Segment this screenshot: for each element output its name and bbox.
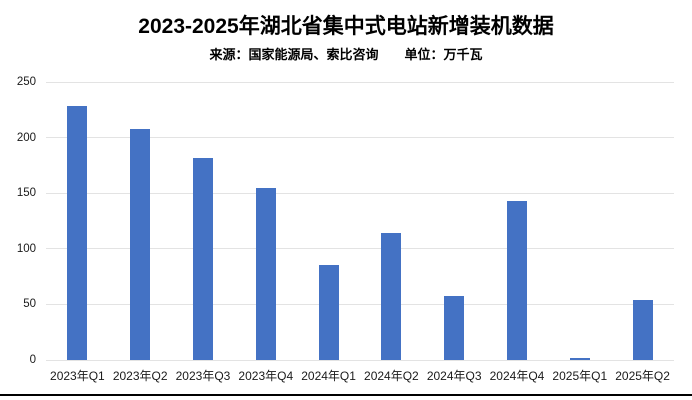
unit-label: 单位：万千瓦 bbox=[404, 47, 483, 62]
y-tick-label-100: 100 bbox=[16, 242, 36, 255]
gridline-150 bbox=[46, 192, 674, 194]
x-axis-label-2025年Q2: 2025年Q2 bbox=[615, 369, 670, 383]
bar-2023年Q2 bbox=[130, 128, 151, 360]
x-axis-label-2024年Q2: 2024年Q2 bbox=[364, 369, 419, 383]
bar-2024年Q2 bbox=[381, 233, 402, 360]
bar-2025年Q2 bbox=[632, 299, 653, 360]
gridline-0 bbox=[46, 359, 674, 361]
x-axis-label-2023年Q1: 2023年Q1 bbox=[50, 369, 105, 383]
bar-2025年Q1 bbox=[569, 357, 590, 360]
y-tick-label-50: 50 bbox=[23, 298, 36, 311]
bottom-border-rule bbox=[0, 394, 692, 396]
chart-title: 2023-2025年湖北省集中式电站新增装机数据 bbox=[138, 15, 554, 38]
bar-2023年Q3 bbox=[193, 157, 213, 360]
x-axis-label-2023年Q2: 2023年Q2 bbox=[112, 369, 168, 383]
y-tick-label-0: 0 bbox=[29, 354, 36, 366]
x-axis-labels: 2023年Q1 2023年Q2 2023年Q3 2023年Q4 2024年Q1 2024年… bbox=[46, 368, 674, 386]
gridline-200 bbox=[46, 137, 674, 139]
gridline-250 bbox=[46, 81, 674, 83]
y-axis-tick-labels: 0 50 100 150 200 250 bbox=[0, 76, 36, 366]
x-axis-label-2024年Q3: 2024年Q3 bbox=[426, 369, 482, 383]
bar-2023年Q4 bbox=[255, 187, 276, 360]
x-axis-label-2023年Q4: 2023年Q4 bbox=[238, 369, 294, 383]
bar-2024年Q1 bbox=[318, 265, 339, 360]
x-axis-label-2024年Q4: 2024年Q4 bbox=[489, 369, 545, 383]
x-axis-label-2024年Q1: 2024年Q1 bbox=[301, 369, 356, 383]
x-axis-label-2025年Q1: 2025年Q1 bbox=[552, 369, 608, 383]
y-tick-label-150: 150 bbox=[16, 187, 36, 200]
plot-area bbox=[46, 81, 674, 361]
bar-2023年Q1 bbox=[67, 106, 88, 360]
source-label: 来源：国家能源局、索比咨询 bbox=[209, 47, 379, 62]
x-axis-label-2023年Q3: 2023年Q3 bbox=[175, 369, 231, 383]
bar-2024年Q4 bbox=[507, 200, 527, 360]
gridline-50 bbox=[46, 303, 674, 305]
bar-2024年Q3 bbox=[444, 295, 465, 360]
chart-subtitle: 来源：国家能源局、索比咨询 单位：万千瓦 bbox=[0, 44, 692, 63]
y-tick-label-200: 200 bbox=[16, 131, 36, 144]
y-tick-label-250: 250 bbox=[16, 76, 36, 88]
gridline-100 bbox=[46, 248, 674, 250]
